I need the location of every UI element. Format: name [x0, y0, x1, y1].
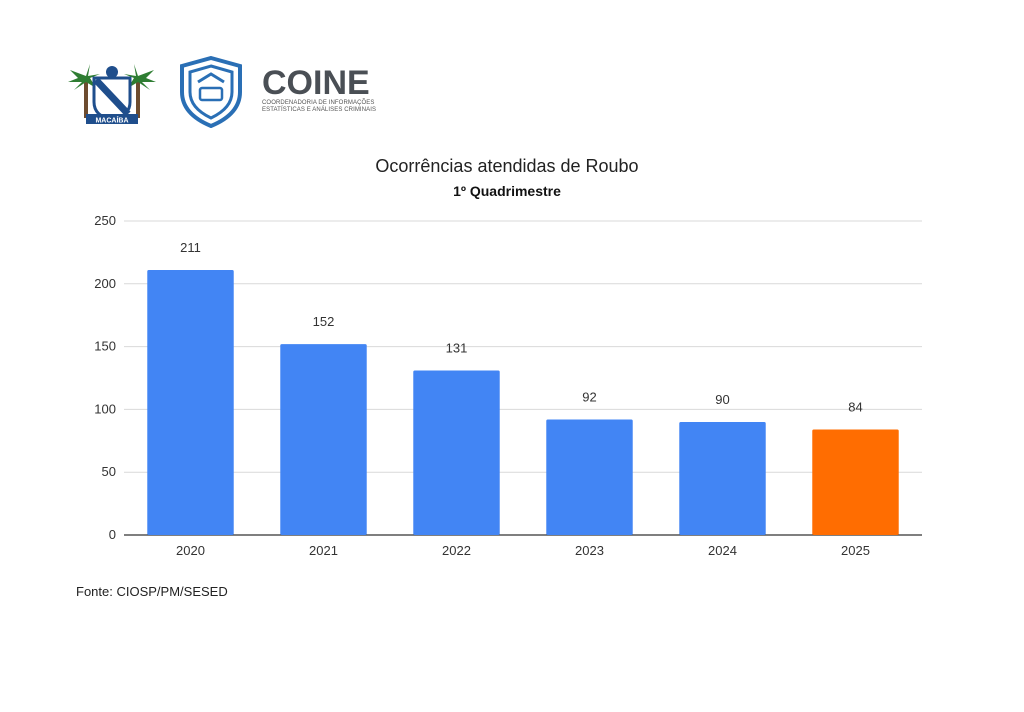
bar-2022: [413, 370, 500, 535]
y-tick-label: 250: [94, 213, 116, 228]
gridlines: [124, 220, 922, 536]
y-tick-label: 50: [102, 464, 116, 479]
y-tick-label: 100: [94, 401, 116, 416]
bar-2023: [546, 419, 633, 535]
chart-title: Ocorrências atendidas de Roubo: [375, 156, 638, 176]
x-tick-label: 2020: [176, 543, 205, 558]
x-tick-label: 2025: [841, 543, 870, 558]
chart-subtitle: 1º Quadrimestre: [453, 183, 561, 199]
bar-2024: [679, 421, 766, 535]
data-label-2025: 84: [848, 399, 862, 414]
y-tick-label: 200: [94, 276, 116, 291]
macaiba-coat-of-arms-logo: MACAÍBA: [68, 64, 156, 125]
x-tick-label: 2024: [708, 543, 737, 558]
shield-icon: [180, 56, 242, 128]
bar-2025: [812, 429, 899, 535]
y-axis-ticks: 0 50 100 150 200 250: [94, 213, 116, 542]
y-tick-label: 150: [94, 339, 116, 354]
source-note: Fonte: CIOSP/PM/SESED: [76, 584, 228, 599]
logos-header: MACAÍBA COINE COORDENADORIA DE INFORMAÇÕ…: [66, 56, 406, 132]
x-tick-label: 2023: [575, 543, 604, 558]
data-label-2021: 152: [313, 314, 335, 329]
bar-2021: [280, 344, 367, 535]
data-label-2023: 92: [582, 389, 596, 404]
x-tick-label: 2021: [309, 543, 338, 558]
bars: [147, 269, 899, 535]
data-label-2020: 211: [180, 240, 201, 255]
coine-logo: COINE COORDENADORIA DE INFORMAÇÕES ESTAT…: [262, 66, 402, 116]
bar-2020: [147, 269, 234, 535]
coine-logo-name: COINE: [262, 64, 370, 102]
data-label-2022: 131: [446, 340, 468, 355]
data-label-2024: 90: [715, 392, 729, 407]
x-tick-label: 2022: [442, 543, 471, 558]
macaiba-logo-text: MACAÍBA: [95, 116, 128, 125]
data-labels: 211 152 131 92 90 84: [180, 240, 863, 415]
coine-logo-subtitle: COORDENADORIA DE INFORMAÇÕES ESTATÍSTICA…: [262, 100, 377, 113]
x-axis-ticks: 2020 2021 2022 2023 2024 2025: [176, 543, 870, 558]
y-tick-label: 0: [109, 527, 116, 542]
